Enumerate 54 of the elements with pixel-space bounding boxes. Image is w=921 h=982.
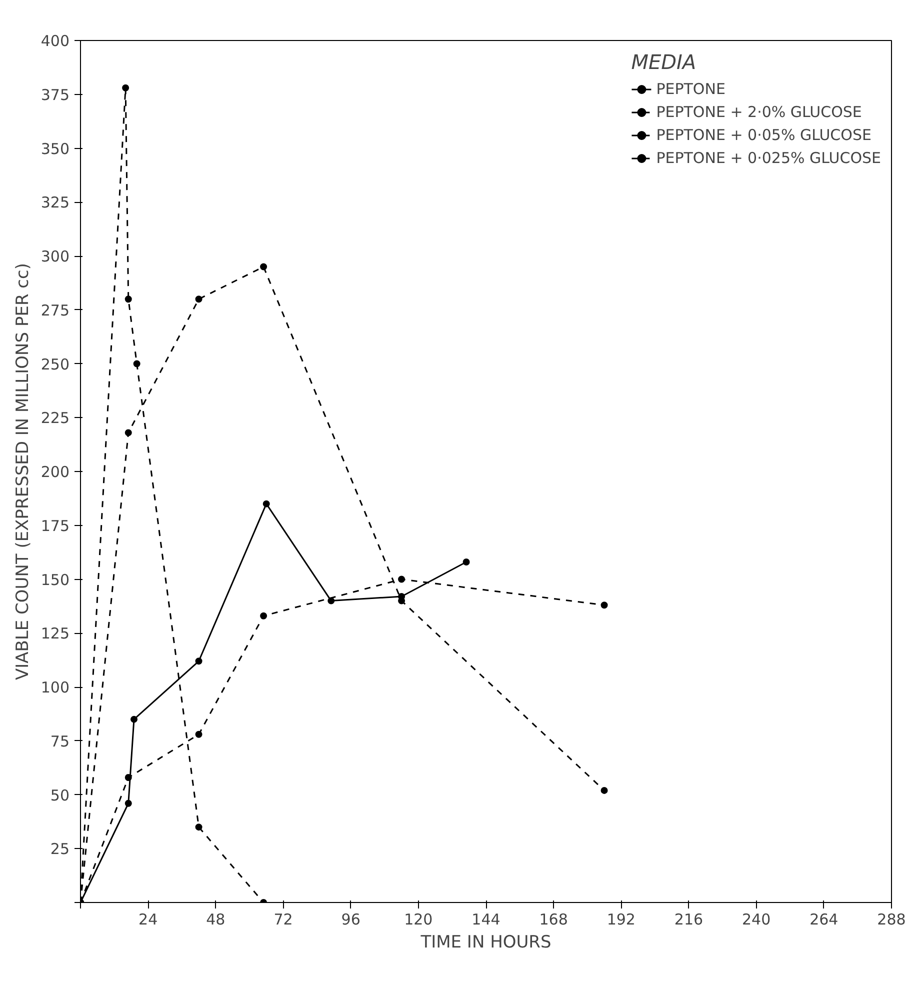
y-tick-label: 350 bbox=[40, 140, 70, 158]
point bbox=[195, 730, 202, 738]
x-tick-label: 120 bbox=[404, 910, 433, 928]
point bbox=[195, 824, 202, 831]
y-tick-label: 225 bbox=[40, 409, 70, 428]
x-tick-label: 240 bbox=[742, 910, 771, 928]
x-tick-label: 264 bbox=[810, 910, 838, 928]
point bbox=[600, 602, 608, 609]
legend-label: PEPTONE + 0·05% GLUCOSE bbox=[656, 126, 872, 144]
x-tick-label: 168 bbox=[539, 910, 568, 928]
y-tick-label: 125 bbox=[40, 624, 70, 643]
point bbox=[260, 263, 268, 270]
y-tick-label: 50 bbox=[50, 786, 70, 804]
point bbox=[600, 786, 608, 794]
y-tick-label: 200 bbox=[40, 463, 70, 481]
legend-label: PEPTONE + 0·025% GLUCOSE bbox=[656, 149, 881, 167]
y-tick-label: 275 bbox=[40, 301, 70, 320]
x-axis-title: TIME IN HOURS bbox=[420, 932, 552, 952]
point bbox=[124, 800, 132, 807]
point bbox=[328, 597, 335, 604]
point bbox=[195, 296, 202, 303]
y-tick-label: 75 bbox=[50, 732, 70, 750]
y-tick-label: 325 bbox=[40, 194, 70, 212]
point bbox=[124, 429, 132, 436]
point bbox=[260, 612, 268, 620]
point bbox=[195, 658, 202, 665]
y-tick-label: 150 bbox=[40, 570, 70, 589]
y-tick-label: 400 bbox=[40, 32, 70, 50]
x-tick-label: 216 bbox=[674, 910, 704, 928]
point bbox=[398, 576, 406, 583]
y-tick-label: 100 bbox=[40, 678, 70, 696]
x-tick-label: 72 bbox=[274, 910, 293, 928]
point bbox=[133, 360, 140, 368]
point bbox=[124, 774, 132, 782]
y-tick-label: 25 bbox=[50, 840, 70, 858]
point bbox=[122, 84, 130, 92]
legend-label: PEPTONE bbox=[656, 80, 726, 98]
legend-label: PEPTONE + 2·0% GLUCOSE bbox=[656, 103, 862, 121]
y-tick-label: 300 bbox=[40, 248, 70, 266]
y-tick-label: 375 bbox=[40, 86, 70, 104]
x-tick-label: 96 bbox=[341, 910, 360, 928]
x-tick-label: 48 bbox=[206, 910, 226, 928]
x-tick-label: 144 bbox=[472, 910, 500, 928]
y-axis-title: VIABLE COUNT (EXPRESSED IN MILLIONS PER cc) bbox=[12, 262, 33, 680]
point bbox=[262, 500, 270, 508]
x-tick-label: 288 bbox=[877, 910, 906, 928]
y-tick-label: 175 bbox=[40, 516, 70, 535]
point bbox=[130, 716, 138, 723]
point bbox=[462, 558, 470, 566]
point bbox=[124, 296, 132, 303]
x-tick-label: 24 bbox=[138, 910, 158, 928]
x-tick-label: 192 bbox=[606, 910, 636, 928]
legend-title: MEDIA bbox=[631, 50, 698, 74]
y-tick-label: 250 bbox=[40, 355, 70, 374]
